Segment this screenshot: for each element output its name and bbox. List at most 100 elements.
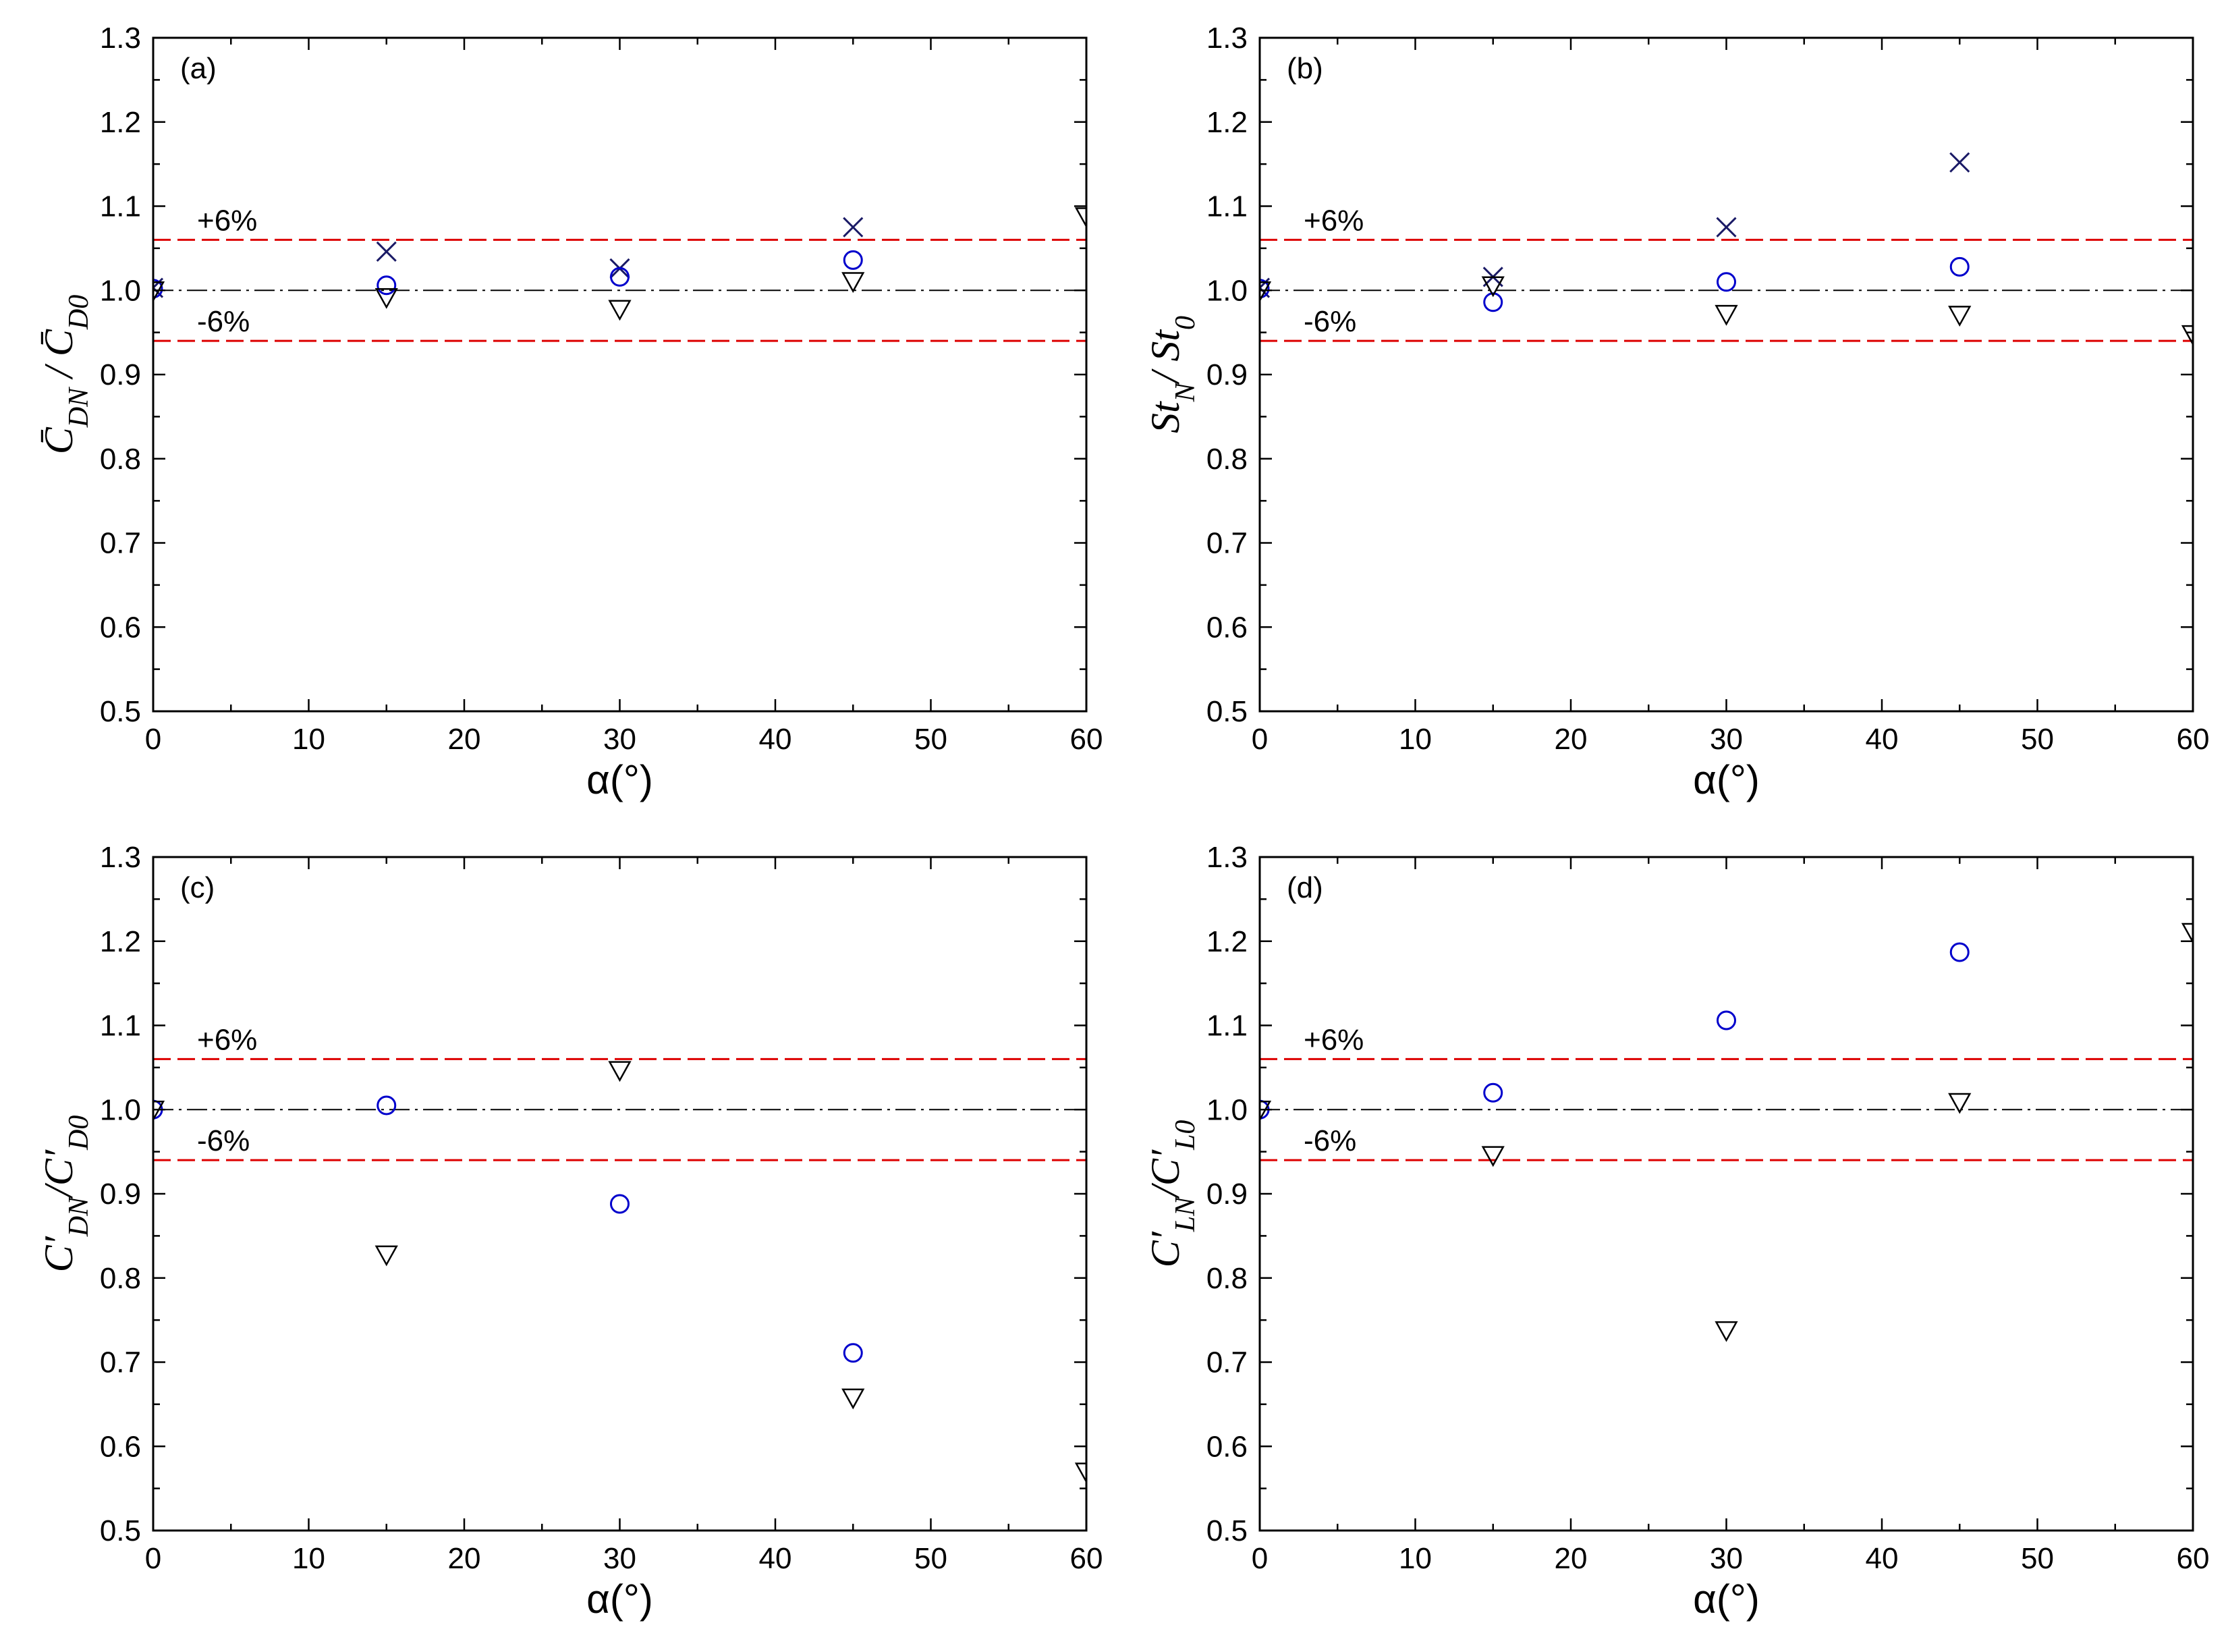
cross-marker xyxy=(1716,217,1737,238)
y-tick-label: 1.0 xyxy=(100,274,141,307)
y-axis-label: C′DN/C′D0 xyxy=(36,1116,94,1273)
data-markers xyxy=(1260,923,2193,1342)
x-tick-label: 10 xyxy=(292,1542,325,1575)
x-tick-label: 10 xyxy=(292,723,325,756)
y-tick-label: 0.8 xyxy=(100,1262,141,1295)
triangle-marker xyxy=(153,281,165,302)
data-markers xyxy=(153,207,1086,321)
y-axis-label-part: C′ xyxy=(36,1149,81,1186)
triangle-marker xyxy=(1074,207,1086,229)
x-tick-label: 10 xyxy=(1399,1542,1432,1575)
upper-band-label: +6% xyxy=(1304,204,1364,237)
plot-frame xyxy=(152,856,1088,1532)
circle-marker xyxy=(377,275,397,296)
y-axis-label-part: DN xyxy=(63,1196,94,1237)
x-tick-label: 50 xyxy=(914,1542,947,1575)
x-tick-label: 0 xyxy=(145,723,161,756)
panel-label: (a) xyxy=(180,52,217,85)
y-tick-label: 0.9 xyxy=(100,358,141,391)
x-tick-label: 10 xyxy=(1399,723,1432,756)
chart-panel-3: +6% -6% 0 10 20 30 40 50 60 0.5 0.6 0.7 0.8 0.9 1.0 1.1… xyxy=(36,841,1103,1622)
cross-marker xyxy=(1949,152,1970,173)
x-tick-label: 0 xyxy=(1252,1542,1268,1575)
y-tick-label: 0.6 xyxy=(100,1430,141,1463)
x-tick-label: 30 xyxy=(603,1542,636,1575)
triangle-marker xyxy=(1715,304,1738,326)
x-axis-label: α(°) xyxy=(1693,757,1760,802)
lower-band-label: -6% xyxy=(1304,305,1356,338)
y-axis-label-part: / xyxy=(36,356,81,388)
triangle-marker xyxy=(153,1101,165,1122)
x-tick-label: 40 xyxy=(1866,723,1899,756)
triangle-marker xyxy=(374,287,398,309)
y-tick-label: 1.3 xyxy=(1206,22,1248,55)
lower-band-label: -6% xyxy=(1304,1124,1356,1157)
x-tick-label: 60 xyxy=(2177,1542,2210,1575)
y-tick-label: 1.1 xyxy=(100,190,141,223)
data-markers xyxy=(153,1061,1086,1484)
x-tick-label: 40 xyxy=(1866,1542,1899,1575)
y-axis-label-part: C̄ xyxy=(36,329,81,356)
triangle-marker xyxy=(1481,276,1505,298)
circle-marker xyxy=(1949,256,1970,277)
panel-label: (b) xyxy=(1287,52,1323,85)
triangle-marker xyxy=(374,1245,398,1267)
y-tick-label: 0.5 xyxy=(1206,695,1248,728)
chart-panel-4: +6% -6% 0 10 20 30 40 50 60 0.5 0.6 0.7 0.8 0.9 1.0 1.1… xyxy=(1143,841,2209,1622)
x-tick-label: 0 xyxy=(145,1542,161,1575)
y-tick-label: 0.7 xyxy=(1206,527,1248,560)
y-tick-label: 1.3 xyxy=(100,841,141,874)
triangle-marker xyxy=(1715,1321,1738,1342)
y-tick-label: 1.0 xyxy=(1206,1093,1248,1126)
lower-band-label: -6% xyxy=(197,305,250,338)
y-axis-label-part: St xyxy=(1143,401,1188,433)
circle-marker xyxy=(843,250,863,270)
triangle-marker xyxy=(608,1061,632,1082)
y-tick-label: 1.3 xyxy=(1206,841,1248,874)
y-tick-label: 0.9 xyxy=(100,1178,141,1211)
y-axis-label-part: N xyxy=(1170,381,1201,402)
y-axis-label: C̄DN / C̄D0 xyxy=(36,295,94,454)
triangle-marker xyxy=(1260,1101,1272,1122)
panel-label: (c) xyxy=(180,871,215,904)
x-tick-label: 50 xyxy=(914,723,947,756)
y-tick-label: 0.7 xyxy=(100,1346,141,1379)
triangle-marker xyxy=(841,272,865,294)
y-tick-label: 0.7 xyxy=(100,527,141,560)
triangle-marker xyxy=(1260,281,1272,302)
circle-marker xyxy=(1717,272,1736,292)
upper-band-label: +6% xyxy=(1304,1023,1364,1056)
triangle-marker xyxy=(2181,923,2193,944)
x-tick-label: 30 xyxy=(1710,1542,1743,1575)
y-axis-label-part: D0 xyxy=(63,1116,94,1151)
plot-frame xyxy=(1258,36,2194,713)
y-tick-label: 0.6 xyxy=(100,611,141,644)
y-axis-label-part: / xyxy=(1143,362,1188,385)
circle-marker xyxy=(1483,292,1503,312)
x-axis-label: α(°) xyxy=(1693,1576,1760,1622)
x-tick-label: 30 xyxy=(603,723,636,756)
x-tick-label: 30 xyxy=(1710,723,1743,756)
y-tick-label: 0.8 xyxy=(100,443,141,476)
lower-band-label: -6% xyxy=(197,1124,250,1157)
y-tick-label: 1.1 xyxy=(1206,1010,1248,1043)
circle-marker xyxy=(1483,1082,1503,1103)
x-tick-label: 60 xyxy=(1070,723,1103,756)
y-tick-label: 0.5 xyxy=(100,695,141,728)
y-tick-label: 0.9 xyxy=(1206,358,1248,391)
upper-band-label: +6% xyxy=(197,1023,257,1056)
circle-marker xyxy=(610,1194,630,1214)
y-axis-label-part: C′ xyxy=(36,1236,81,1272)
y-tick-label: 0.9 xyxy=(1206,1178,1248,1211)
data-markers xyxy=(1260,152,2193,346)
circle-marker xyxy=(843,1343,863,1363)
cross-marker xyxy=(376,241,397,262)
triangle-marker xyxy=(1948,1093,1972,1114)
y-axis-label-part: LN xyxy=(1170,1196,1201,1232)
circle-marker xyxy=(1717,1010,1736,1030)
y-axis-label-part: C̄ xyxy=(36,426,81,454)
y-axis-label-part: St xyxy=(1143,329,1188,362)
y-axis-label-part: DN xyxy=(63,387,94,428)
y-tick-label: 1.1 xyxy=(1206,190,1248,223)
upper-band-label: +6% xyxy=(197,204,257,237)
